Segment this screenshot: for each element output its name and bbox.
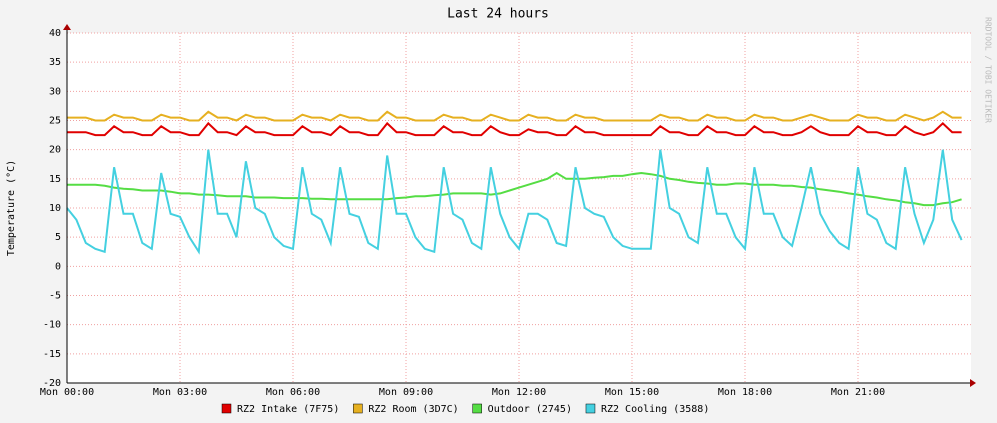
x-tick-label: Mon 15:00 [605,387,659,398]
legend-label: RZ2 Intake (7F75) [237,404,339,415]
x-tick-label: Mon 12:00 [492,387,546,398]
legend-swatch [472,403,482,414]
y-tick-label: -20 [43,378,61,389]
series-line [66,149,963,255]
y-tick-label: 5 [55,232,61,243]
y-tick-label: -10 [43,320,61,331]
y-tick-label: 20 [49,145,61,156]
x-tick-label: Mon 06:00 [266,387,320,398]
x-arrow [970,379,976,387]
y-tick-label: 15 [49,174,61,185]
x-tick-label: Mon 09:00 [379,387,433,398]
y-axis-label: Temperature (°C) [6,160,17,256]
legend-swatch [221,403,232,414]
x-tick-label: Mon 00:00 [40,387,94,398]
legend-label: RZ2 Cooling (3588) [601,404,709,415]
lines [66,110,963,255]
y-tick-label: 10 [49,203,61,214]
legend-label: RZ2 Room (3D7C) [368,404,458,415]
y-tick-label: 40 [49,28,61,39]
legend-label: Outdoor (2745) [488,404,572,415]
x-tick-label: Mon 21:00 [831,387,885,398]
legend-swatch [585,403,596,414]
x-tick-label: Mon 03:00 [153,387,207,398]
legend: RZ2 Intake (7F75) RZ2 Room (3D7C) Outdoor … [221,403,709,415]
series-line [67,121,962,137]
y-tick-label: 30 [49,86,61,97]
legend-swatch [353,403,363,414]
watermark: RRDTOOL / TOBI OETIKER [984,17,993,123]
y-tick-label: 0 [55,261,61,272]
series-line [67,110,962,122]
chart-title: Last 24 hours [447,7,549,22]
series-line [67,171,962,207]
y-arrow [63,24,71,30]
y-tick-label: -15 [43,349,61,360]
x-tick-label: Mon 18:00 [718,387,772,398]
y-tick-label: 25 [49,116,61,127]
y-tick-label: 35 [49,57,61,68]
y-tick-label: -5 [49,291,61,302]
grid [66,32,971,384]
